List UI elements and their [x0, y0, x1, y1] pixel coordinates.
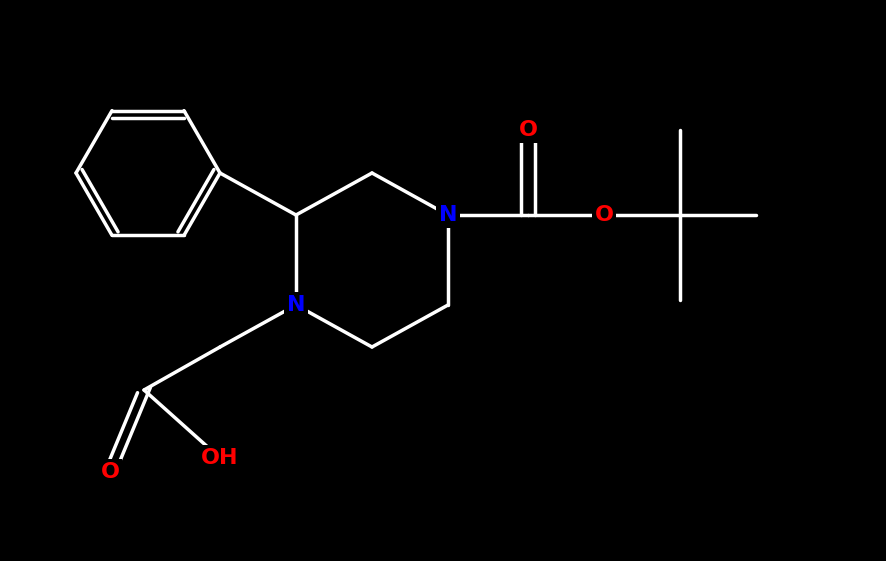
- Text: O: O: [595, 205, 613, 225]
- Text: O: O: [100, 462, 120, 482]
- Text: N: N: [439, 205, 457, 225]
- Text: OH: OH: [201, 448, 238, 468]
- Text: O: O: [518, 120, 538, 140]
- Text: N: N: [287, 295, 306, 315]
